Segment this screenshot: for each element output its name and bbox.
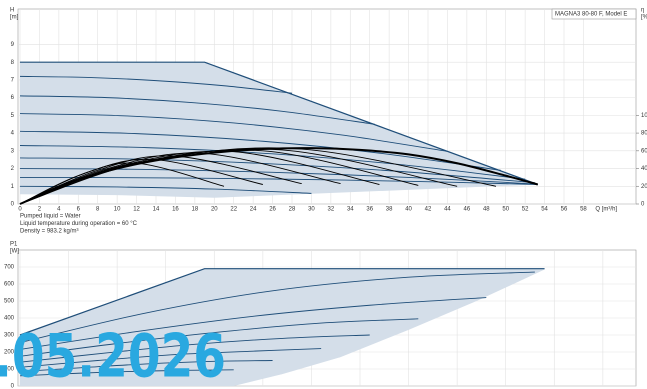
y-axis-unit: [W]	[10, 249, 19, 255]
x-tick-label: 48	[483, 207, 490, 213]
x-tick-label: 10	[114, 207, 121, 213]
x-tick-label: 52	[522, 207, 529, 213]
x-tick-label: 26	[269, 207, 276, 213]
performance-curve	[19, 130, 501, 171]
range-outline	[19, 268, 545, 336]
y-tick-label: 500	[4, 299, 15, 305]
x-tick-label: 18	[192, 207, 199, 213]
y2-tick-label: 60	[641, 148, 647, 154]
x-tick-label: 6	[77, 207, 81, 213]
x-tick-label: 34	[347, 207, 354, 213]
y2-tick-label: 0	[641, 202, 645, 208]
x-tick-label: 42	[425, 207, 432, 213]
y-axis-unit: [m]	[10, 15, 19, 21]
y2-tick-label: 40	[641, 166, 647, 172]
performance-curve	[19, 318, 419, 357]
y-axis-label: P1	[10, 242, 18, 248]
performance-curve	[19, 348, 322, 368]
y2-axis-label: η	[641, 8, 644, 14]
y-tick-label: 3	[11, 148, 15, 154]
x-tick-label: 14	[153, 207, 160, 213]
y-tick-label: 0	[11, 202, 15, 208]
performance-curve	[19, 360, 273, 372]
y-tick-label: 0	[11, 384, 15, 389]
operating-range	[20, 62, 538, 198]
note: Liquid temperature during operation = 60…	[20, 221, 138, 227]
x-tick-label: 54	[541, 207, 548, 213]
x-tick-label: 46	[464, 207, 471, 213]
x-tick-label: 24	[250, 207, 257, 213]
x-tick-label: 32	[328, 207, 335, 213]
x-tick-label: 22	[230, 207, 237, 213]
performance-curve	[19, 334, 370, 363]
y-tick-label: 600	[4, 282, 15, 288]
x-tick-label: 56	[561, 207, 568, 213]
y-tick-label: 100	[4, 367, 15, 373]
x-tick-label: 50	[502, 207, 509, 213]
x-tick-label: 30	[308, 207, 315, 213]
x-tick-label: 38	[386, 207, 393, 213]
y-tick-label: 4	[11, 131, 15, 137]
x-tick-label: 8	[96, 207, 100, 213]
x-tick-label: 4	[57, 207, 61, 213]
y-axis-label: H	[10, 8, 14, 14]
performance-curve	[19, 369, 234, 377]
legend-box	[551, 8, 637, 20]
y2-axis-unit: [%]	[641, 15, 647, 21]
x-tick-label: 44	[444, 207, 451, 213]
x-tick-label: 16	[172, 207, 179, 213]
operating-range	[20, 268, 545, 386]
y2-tick-label: 100	[641, 113, 647, 119]
efficiency-curve	[19, 147, 539, 205]
note: Density = 983.2 kg/m³	[20, 229, 79, 235]
x-axis-label: Q [m³/h]	[595, 207, 617, 213]
y-tick-label: 700	[4, 265, 15, 271]
y-tick-label: 5	[11, 113, 15, 119]
legend-text: MAGNA3 80-80 F, Model E	[555, 12, 627, 18]
y-tick-label: 1	[11, 184, 15, 190]
y-tick-label: 400	[4, 316, 15, 322]
performance-curve	[19, 145, 526, 180]
performance-curve	[19, 176, 538, 185]
performance-curve	[19, 113, 448, 152]
y-tick-label: 300	[4, 333, 15, 339]
y-tick-label: 8	[11, 60, 15, 66]
note: Pumped liquid = Water	[20, 214, 81, 220]
y2-tick-label: 20	[641, 184, 647, 190]
y-tick-label: 2	[11, 166, 15, 172]
x-tick-label: 40	[405, 207, 412, 213]
y-tick-label: 200	[4, 350, 15, 356]
x-tick-label: 36	[366, 207, 373, 213]
performance-curve	[19, 147, 497, 205]
x-tick-label: 2	[38, 207, 42, 213]
performance-curve	[19, 168, 538, 185]
x-tick-label: 0	[18, 207, 22, 213]
y-tick-label: 7	[11, 77, 15, 83]
watermark: .05.2026	[0, 322, 226, 389]
y-tick-label: 9	[11, 42, 15, 48]
performance-curve	[19, 75, 293, 94]
x-tick-label: 20	[211, 207, 218, 213]
y-tick-label: 6	[11, 95, 15, 101]
performance-curve	[19, 95, 375, 125]
range-outline	[20, 61, 538, 186]
performance-curve	[19, 297, 487, 350]
x-tick-label: 58	[580, 207, 587, 213]
x-tick-label: 12	[133, 207, 140, 213]
x-tick-label: 28	[289, 207, 296, 213]
y2-tick-label: 80	[641, 131, 647, 137]
performance-curve	[19, 271, 535, 344]
